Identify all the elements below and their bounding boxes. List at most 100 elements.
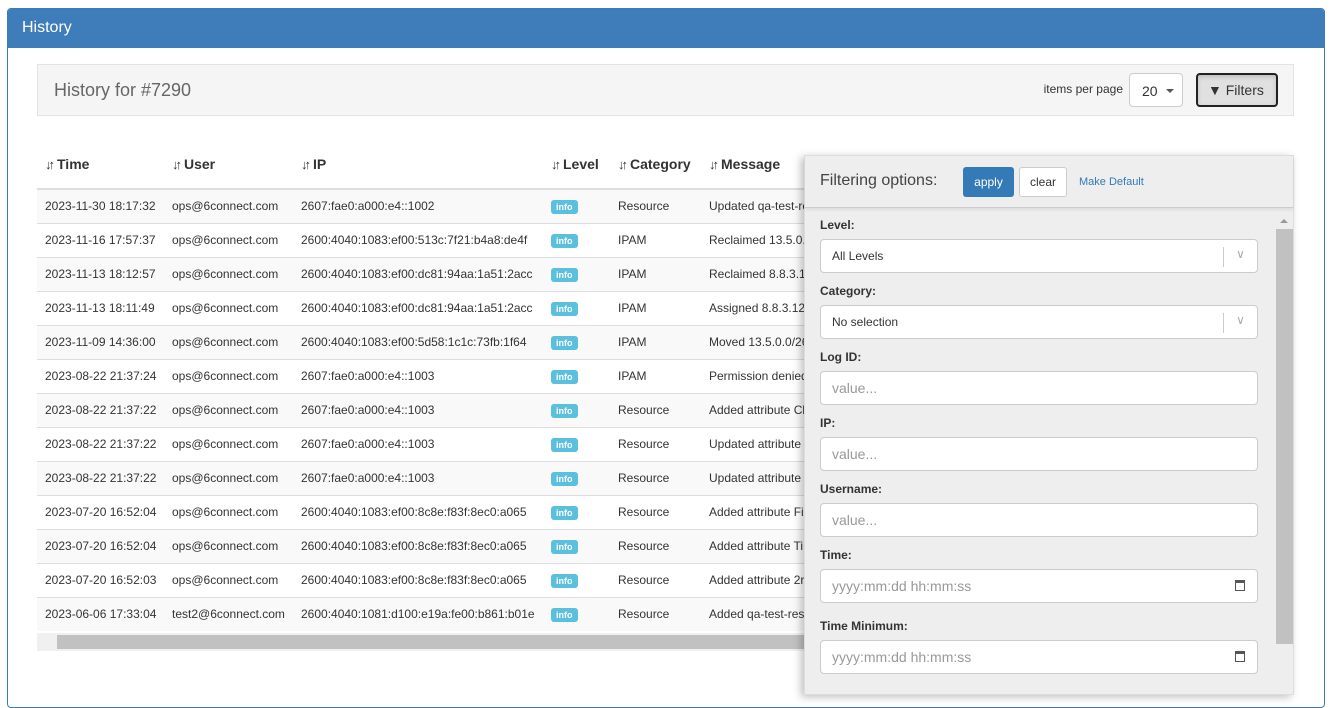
cell-text: ops@6connect.com — [172, 573, 279, 587]
filters-label: Filters — [1225, 82, 1264, 98]
table-row[interactable]: 2023-06-06 17:33:04 test2@6connect.com 260… — [37, 596, 804, 631]
cell-ip: 2600:4040:1083:ef00:8c8e:f83f:8ec0:a065 — [293, 494, 543, 529]
cell-text: 2600:4040:1083:ef00:8c8e:f83f:8ec0:a065 — [301, 573, 527, 587]
cell-user: ops@6connect.com — [164, 460, 293, 495]
cell-message: Assigned 8.8.3.12 — [701, 290, 804, 325]
history-table: ↓↑ Time ↓↑ User ↓↑ IP ↓↑ Level ↓↑ Category ↓↑ Messa… — [37, 140, 804, 631]
cell-level: info — [543, 460, 610, 495]
cell-ip: 2600:4040:1083:ef00:5d58:1c1c:73fb:1f64 — [293, 324, 543, 359]
cell-text: IPAM — [618, 267, 647, 281]
cell-category: Resource — [610, 392, 701, 427]
table-row[interactable]: 2023-07-20 16:52:03 ops@6connect.com 2600:… — [37, 562, 804, 597]
column-header-category[interactable]: ↓↑ Category — [610, 140, 701, 190]
cell-text: ops@6connect.com — [172, 301, 279, 315]
cell-text: 2607:fae0:a000:e4::1003 — [301, 403, 435, 417]
table-row[interactable]: 2023-08-22 21:37:22 ops@6connect.com 2607:… — [37, 460, 804, 495]
level-badge: info — [551, 540, 578, 554]
cell-ip: 2607:fae0:a000:e4::1003 — [293, 460, 543, 495]
cell-text: 2600:4040:1083:ef00:8c8e:f83f:8ec0:a065 — [301, 505, 527, 519]
selected-value: All Levels — [832, 249, 884, 263]
log-id-input[interactable]: value... — [820, 371, 1258, 405]
scrollbar-thumb[interactable] — [1276, 229, 1293, 644]
table-row[interactable]: 2023-11-13 18:11:49 ops@6connect.com 2600:… — [37, 290, 804, 325]
table-row[interactable]: 2023-08-22 21:37:22 ops@6connect.com 2607:… — [37, 392, 804, 427]
level-select[interactable]: All Levels ∨ — [820, 239, 1258, 273]
scrollbar-thumb[interactable] — [57, 635, 807, 649]
cell-text: Resource — [618, 505, 670, 519]
cell-text: ops@6connect.com — [172, 199, 279, 214]
username-input[interactable]: value... — [820, 503, 1258, 537]
calendar-icon[interactable] — [1235, 651, 1245, 662]
cell-category: Resource — [610, 460, 701, 495]
cell-text: Updated attribute — [709, 471, 802, 485]
level-badge: info — [551, 404, 578, 418]
table-row[interactable]: 2023-08-22 21:37:24 ops@6connect.com 2607:… — [37, 358, 804, 393]
column-header-user[interactable]: ↓↑ User — [164, 140, 293, 190]
filters-button[interactable]: ▼ Filters — [1196, 73, 1278, 107]
cell-category: IPAM — [610, 256, 701, 291]
vertical-scrollbar[interactable] — [1275, 211, 1293, 696]
make-default-link[interactable]: Make Default — [1079, 176, 1144, 188]
category-select[interactable]: No selection ∨ — [820, 305, 1258, 339]
cell-ip: 2607:fae0:a000:e4::1003 — [293, 358, 543, 393]
items-per-page-label: items per page — [1043, 82, 1123, 96]
placeholder: yyyy:mm:dd hh:mm:ss — [832, 649, 972, 665]
cell-message: Moved 13.5.0.0/26 — [701, 324, 804, 359]
cell-text: ops@6connect.com — [172, 437, 279, 451]
table-row[interactable]: 2023-11-09 14:36:00 ops@6connect.com 2600:… — [37, 324, 804, 359]
chevron-down-icon[interactable]: ∨ — [1223, 313, 1257, 333]
time-input[interactable]: yyyy:mm:dd hh:mm:ss — [820, 569, 1258, 603]
clear-button[interactable]: clear — [1019, 167, 1067, 197]
cell-text: 2023-11-30 18:17:32 — [45, 199, 156, 214]
cell-text: 2023-08-22 21:37:24 — [45, 369, 157, 383]
cell-ip: 2600:4040:1083:ef00:dc81:94aa:1a51:2acc — [293, 290, 543, 325]
cell-message: Updated attribute — [701, 460, 804, 495]
table-row[interactable]: 2023-11-16 17:57:37 ops@6connect.com 2600:… — [37, 222, 804, 257]
apply-button[interactable]: apply — [963, 167, 1014, 197]
cell-time: 2023-11-13 18:11:49 — [37, 290, 164, 325]
ip-input[interactable]: value... — [820, 437, 1258, 471]
cell-user: ops@6connect.com — [164, 358, 293, 393]
cell-text: ops@6connect.com — [172, 369, 279, 383]
items-per-page-select[interactable]: 20 — [1129, 73, 1183, 107]
cell-text: ops@6connect.com — [172, 267, 279, 281]
filter-panel-title: Filtering options: — [820, 172, 938, 189]
time-label: Time: — [820, 548, 852, 562]
cell-user: ops@6connect.com — [164, 528, 293, 563]
level-badge: info — [551, 370, 578, 384]
column-header-level[interactable]: ↓↑ Level — [543, 140, 610, 190]
cell-time: 2023-07-20 16:52:04 — [37, 494, 164, 529]
cell-category: Resource — [610, 188, 701, 223]
cell-level: info — [543, 290, 610, 325]
cell-text: Moved 13.5.0.0/26 — [709, 335, 804, 349]
table-row[interactable]: 2023-07-20 16:52:04 ops@6connect.com 2600:… — [37, 528, 804, 563]
cell-time: 2023-11-13 18:12:57 — [37, 256, 164, 291]
level-badge: info — [551, 302, 578, 316]
time-minimum-label: Time Minimum: — [820, 619, 908, 633]
horizontal-scrollbar[interactable] — [37, 633, 807, 651]
column-header-message[interactable]: ↓↑ Message — [701, 140, 804, 190]
cell-level: info — [543, 358, 610, 393]
table-row[interactable]: 2023-07-20 16:52:04 ops@6connect.com 2600:… — [37, 494, 804, 529]
chevron-down-icon[interactable]: ∨ — [1223, 247, 1257, 267]
table-row[interactable]: 2023-11-30 18:17:32 ops@6connect.com 2607:… — [37, 188, 804, 223]
cell-text: Added attribute Ti — [709, 539, 804, 553]
scroll-up-icon[interactable] — [1280, 215, 1288, 223]
level-badge: info — [551, 472, 578, 486]
cell-text: 2023-07-20 16:52:04 — [45, 539, 157, 553]
column-header-ip[interactable]: ↓↑ IP — [293, 140, 543, 190]
column-label: Time — [57, 156, 90, 172]
cell-text: 2607:fae0:a000:e4::1003 — [301, 437, 435, 451]
table-row[interactable]: 2023-11-13 18:12:57 ops@6connect.com 2600:… — [37, 256, 804, 291]
page-title: History for #7290 — [54, 80, 192, 100]
cell-text: 2023-11-13 18:12:57 — [45, 267, 156, 281]
calendar-icon[interactable] — [1235, 580, 1245, 591]
cell-text: Updated attribute — [709, 437, 802, 451]
time-minimum-input[interactable]: yyyy:mm:dd hh:mm:ss — [820, 640, 1258, 674]
cell-ip: 2600:4040:1083:ef00:8c8e:f83f:8ec0:a065 — [293, 528, 543, 563]
cell-level: info — [543, 188, 610, 223]
table-row[interactable]: 2023-08-22 21:37:22 ops@6connect.com 2607:… — [37, 426, 804, 461]
sort-icon: ↓↑ — [551, 157, 561, 172]
column-header-time[interactable]: ↓↑ Time — [37, 140, 164, 190]
cell-text: 2600:4040:1083:ef00:5d58:1c1c:73fb:1f64 — [301, 335, 527, 349]
